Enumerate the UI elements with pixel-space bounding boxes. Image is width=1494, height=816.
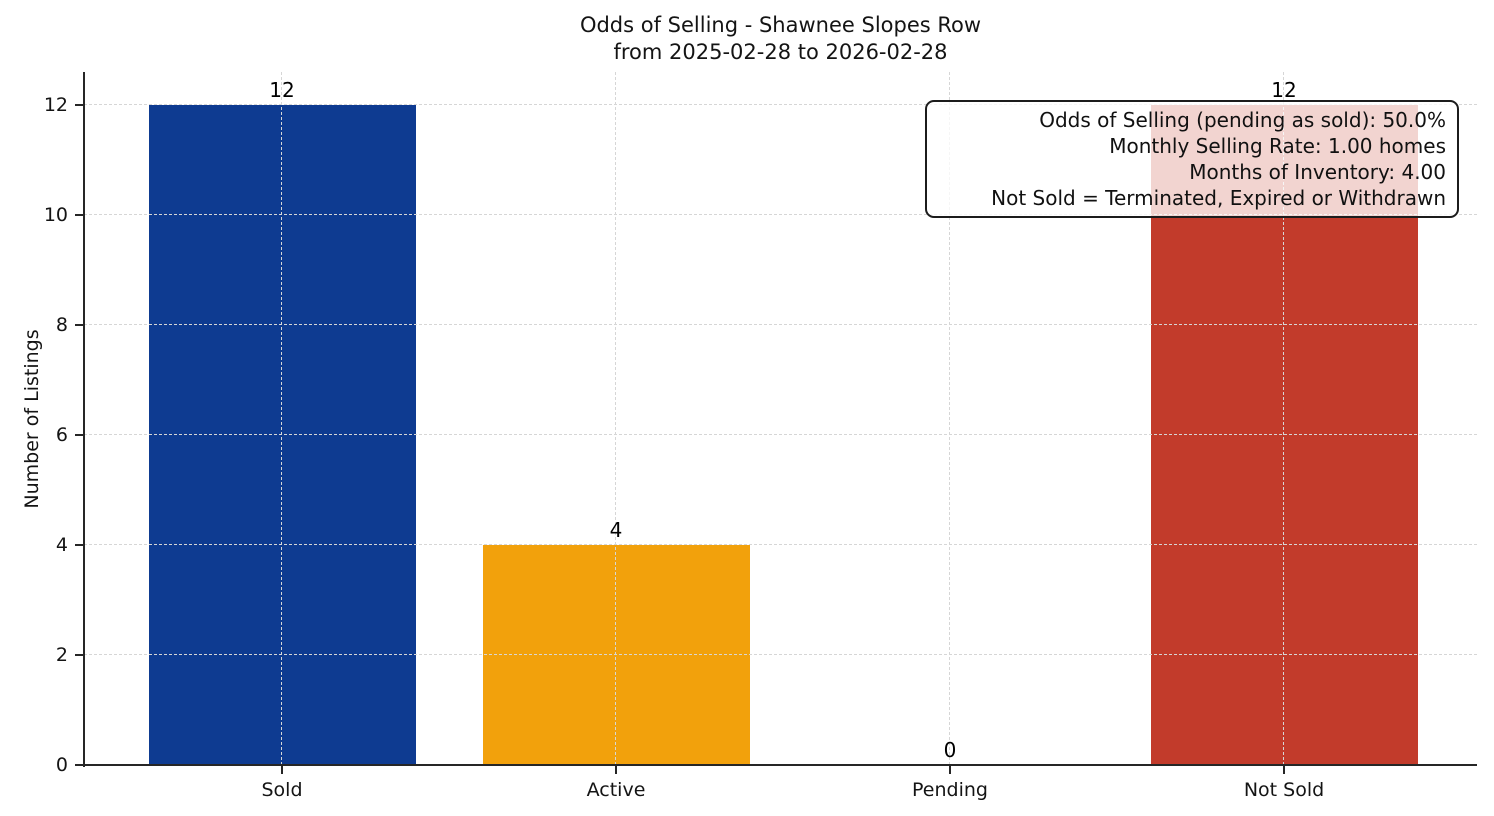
value-label-not-sold: 12 <box>1271 78 1297 102</box>
x-tick-label-not-sold: Not Sold <box>1243 779 1325 801</box>
y-tick-label-10: 10 <box>43 204 68 226</box>
gridline-x-pending <box>949 72 950 765</box>
gridline-x-not-sold <box>1283 72 1284 765</box>
y-tick-mark-4 <box>75 544 83 546</box>
annotation-line-3: Months of Inventory: 4.00 <box>1189 160 1446 184</box>
chart-subtitle: from 2025-02-28 to 2026-02-28 <box>613 40 948 64</box>
annotation-line-4: Not Sold = Terminated, Expired or Withdr… <box>991 186 1446 210</box>
gridline-y-4 <box>84 544 1477 545</box>
gridline-y-10 <box>84 214 1477 215</box>
y-tick-label-6: 6 <box>55 424 68 446</box>
gridline-y-6 <box>84 434 1477 435</box>
y-tick-mark-6 <box>75 434 83 436</box>
gridline-x-sold <box>281 72 282 765</box>
y-axis-spine <box>83 72 85 767</box>
bar-sold <box>148 105 416 765</box>
y-tick-label-2: 2 <box>55 644 68 666</box>
y-tick-mark-10 <box>75 214 83 216</box>
annotation-line-2: Monthly Selling Rate: 1.00 homes <box>1109 134 1446 158</box>
gridline-x-active <box>615 72 616 765</box>
value-label-active: 4 <box>609 518 623 542</box>
x-tick-mark-not-sold <box>1283 766 1285 774</box>
y-tick-mark-8 <box>75 324 83 326</box>
annotation-box: Odds of Selling (pending as sold): 50.0%… <box>925 100 1459 218</box>
chart-title: Odds of Selling - Shawnee Slopes Row <box>579 13 982 37</box>
x-tick-mark-pending <box>949 766 951 774</box>
y-tick-label-12: 12 <box>43 94 68 116</box>
value-label-sold: 12 <box>269 78 295 102</box>
x-tick-label-sold: Sold <box>261 779 303 801</box>
y-tick-label-0: 0 <box>55 754 68 776</box>
x-tick-mark-active <box>615 766 617 774</box>
y-tick-label-4: 4 <box>55 534 68 556</box>
y-tick-mark-2 <box>75 654 83 656</box>
gridline-y-2 <box>84 654 1477 655</box>
bar-active <box>482 545 750 765</box>
gridline-y-12 <box>84 104 1477 105</box>
x-tick-mark-sold <box>281 766 283 774</box>
y-tick-mark-12 <box>75 104 83 106</box>
y-tick-mark-0 <box>75 764 83 766</box>
x-tick-label-pending: Pending <box>912 779 988 801</box>
y-axis-label: Number of Listings <box>21 329 43 509</box>
x-axis-spine <box>82 764 1477 766</box>
gridline-y-8 <box>84 324 1477 325</box>
x-tick-label-active: Active <box>586 779 646 801</box>
annotation-line-1: Odds of Selling (pending as sold): 50.0% <box>1039 108 1446 132</box>
value-label-pending: 0 <box>943 738 957 762</box>
y-tick-label-8: 8 <box>55 314 68 336</box>
